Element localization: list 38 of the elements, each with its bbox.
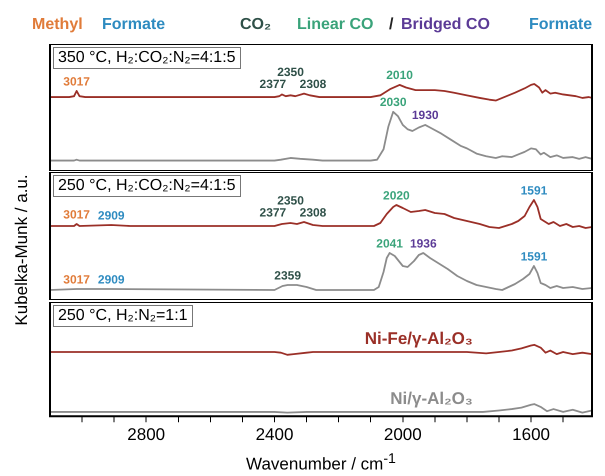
series-label: Ni/γ-Al₂O₃ xyxy=(390,389,473,408)
chart-title: 250 °C, H₂:N₂=1:1 xyxy=(53,305,193,327)
text: Formate xyxy=(529,16,592,34)
annotation: 2010 xyxy=(386,68,414,82)
annotation: 2030 xyxy=(380,95,407,110)
text: Formate xyxy=(102,16,166,34)
series-label: Ni-Fe/γ-Al₂O₃ xyxy=(364,329,473,348)
annotation: 2350 xyxy=(277,64,304,79)
chart-title: 350 °C, H₂:CO₂:N₂=4:1:5 xyxy=(53,47,241,69)
annotation: 3017 xyxy=(63,272,90,286)
annotation: 2909 xyxy=(98,208,125,222)
annotation: 2359 xyxy=(274,268,302,282)
annotation: 1591 xyxy=(520,249,548,264)
y-axis-title: Kubelka-Munk / a.u. xyxy=(12,174,32,326)
annotation: 1930 xyxy=(412,108,439,122)
annotation: 2377 xyxy=(260,205,287,220)
text: / xyxy=(389,16,394,34)
annotation: 2909 xyxy=(98,272,125,286)
chart-title: 250 °C, H₂:CO₂:N₂=4:1:5 xyxy=(53,175,241,197)
text: Methyl xyxy=(32,16,83,34)
x-axis-title: Wavenumber / cm$^{-1}$ xyxy=(245,451,397,475)
annotation: 1591 xyxy=(520,183,548,198)
annotation: 2377 xyxy=(260,76,287,91)
x-tick-label: 2400 xyxy=(256,425,294,444)
text: Bridged CO xyxy=(401,16,490,34)
text: CO₂ xyxy=(240,16,272,34)
annotation: 1936 xyxy=(410,236,437,250)
annotation: 3017 xyxy=(63,207,90,222)
x-tick-label: 1600 xyxy=(512,425,550,444)
annotation: 2350 xyxy=(277,193,304,208)
annotation: 2308 xyxy=(300,205,327,220)
annotation: 3017 xyxy=(63,74,90,88)
x-tick-label: 2800 xyxy=(127,425,166,444)
annotation: 2041 xyxy=(376,236,404,250)
x-tick-label: 2000 xyxy=(384,425,422,444)
text: Linear CO xyxy=(297,16,374,34)
annotation: 2020 xyxy=(383,188,410,202)
annotation: 2308 xyxy=(300,76,327,91)
